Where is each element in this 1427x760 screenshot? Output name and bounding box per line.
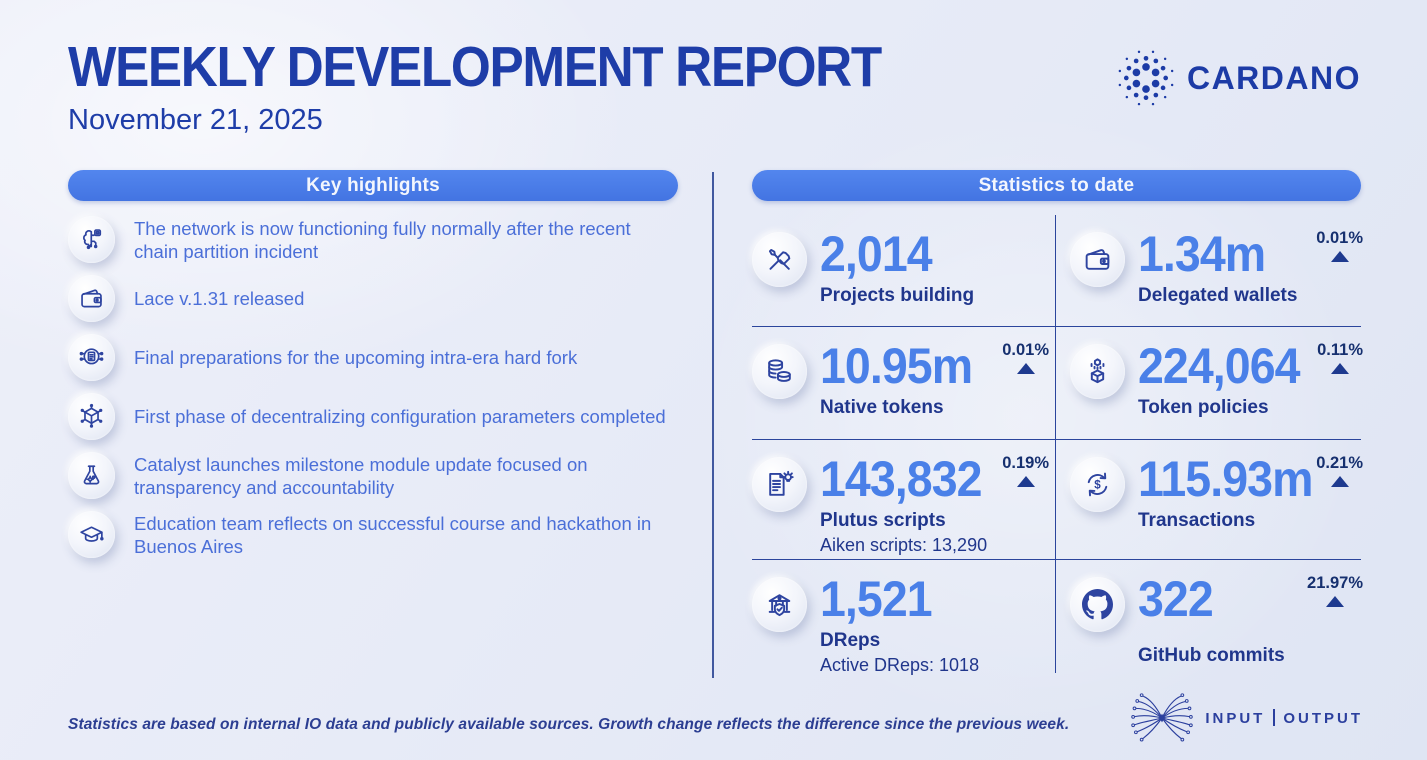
- stat-value: 143,832: [820, 451, 983, 507]
- token-box-icon: [1070, 344, 1125, 399]
- brain-chip-icon: [68, 216, 115, 263]
- stat-label: GitHub commits: [1138, 645, 1285, 666]
- stat-native-tokens: 10.95m Native tokens 0.01%: [752, 327, 1055, 440]
- list-item: First phase of decentralizing configurat…: [68, 387, 678, 446]
- key-highlights-heading: Key highlights: [68, 170, 678, 201]
- wallet-icon: [68, 275, 115, 322]
- statistics-heading: Statistics to date: [752, 170, 1361, 201]
- highlight-text: Education team reflects on successful co…: [134, 512, 652, 557]
- list-item: Final preparations for the upcoming intr…: [68, 328, 678, 387]
- cube-icon: [68, 393, 115, 440]
- stat-change: 0.19%: [1002, 454, 1049, 487]
- stat-change: 0.01%: [1316, 229, 1363, 262]
- highlights-list: The network is now functioning fully nor…: [68, 210, 678, 564]
- list-item: Lace v.1.31 released: [68, 269, 678, 328]
- stat-change: 0.21%: [1316, 454, 1363, 487]
- cardano-logo-icon: [1118, 50, 1174, 106]
- change-percent: 0.11%: [1317, 341, 1363, 359]
- up-arrow-icon: [1331, 363, 1350, 374]
- report-date: November 21, 2025: [68, 103, 323, 136]
- statistics-section: Statistics to date 2,014 Projects buildi…: [752, 170, 1363, 675]
- stat-label: Projects building: [820, 285, 975, 306]
- dollar-cycle-icon: $: [1070, 457, 1125, 512]
- header: WEEKLY DEVELOPMENT REPORT November 21, 2…: [68, 35, 971, 137]
- stat-value: 2,014: [820, 226, 933, 282]
- stat-value: 115.93m: [1138, 451, 1313, 507]
- stat-github-commits: 322 GitHub commits 21.97%: [1055, 560, 1363, 673]
- script-bulb-icon: [752, 457, 807, 512]
- stat-value: 224,064: [1138, 338, 1301, 394]
- stat-token-policies: 224,064 Token policies 0.11%: [1055, 327, 1363, 440]
- cardano-brand: CARDANO: [1114, 46, 1361, 110]
- stat-value: 1,521: [820, 571, 933, 627]
- tools-icon: [752, 232, 807, 287]
- change-percent: 0.19%: [1002, 454, 1049, 472]
- svg-text:$: $: [1094, 479, 1101, 492]
- statistics-grid: 2,014 Projects building: [752, 215, 1363, 675]
- stat-sublabel: Active DReps: 1018: [820, 655, 980, 675]
- stat-label: Native tokens: [820, 397, 944, 418]
- stat-transactions: $ 115.93m Transactions 0.21%: [1055, 440, 1363, 560]
- page-title: WEEKLY DEVELOPMENT REPORT: [68, 35, 882, 99]
- stat-sublabel: Aiken scripts: 13,290: [820, 535, 988, 555]
- stat-plutus-scripts: 143,832 Plutus scripts Aiken scripts: 13…: [752, 440, 1055, 560]
- change-percent: 0.01%: [1002, 341, 1049, 359]
- stat-value: 1.34m: [1138, 226, 1266, 282]
- stat-projects-building: 2,014 Projects building: [752, 215, 1055, 327]
- stat-change: 0.01%: [1002, 341, 1049, 374]
- governance-shield-icon: [752, 577, 807, 632]
- section-divider: [712, 172, 714, 678]
- stat-value: 10.95m: [820, 338, 973, 394]
- input-output-logo-icon: [1131, 693, 1194, 742]
- flask-icon: [68, 452, 115, 499]
- stat-value: 322: [1138, 571, 1214, 627]
- change-percent: 0.01%: [1316, 229, 1363, 247]
- highlight-text: The network is now functioning fully nor…: [134, 217, 631, 262]
- stat-label: DReps: [820, 630, 881, 651]
- list-item: The network is now functioning fully nor…: [68, 210, 678, 269]
- stat-change: 21.97%: [1307, 574, 1363, 607]
- stat-change: 0.11%: [1317, 341, 1363, 374]
- cardano-wordmark: CARDANO: [1186, 59, 1361, 96]
- up-arrow-icon: [1016, 363, 1035, 374]
- key-highlights-section: Key highlights The network is now functi…: [68, 170, 678, 564]
- highlight-text: First phase of decentralizing configurat…: [134, 406, 666, 427]
- stat-label: Transactions: [1138, 510, 1256, 531]
- highlight-text: Catalyst launches milestone module updat…: [134, 453, 588, 498]
- stat-label: Delegated wallets: [1138, 285, 1298, 306]
- stat-delegated-wallets: 1.34m Delegated wallets 0.01%: [1055, 215, 1363, 327]
- github-icon: [1070, 577, 1125, 632]
- highlight-text: Final preparations for the upcoming intr…: [134, 347, 578, 368]
- stat-dreps: 1,521 DReps Active DReps: 1018: [752, 560, 1055, 675]
- graduation-cap-icon: [68, 511, 115, 558]
- wallet-icon: [1070, 232, 1125, 287]
- document-network-icon: [68, 334, 115, 381]
- input-output-brand: INPUT OUTPUT: [1129, 690, 1363, 746]
- io-wordmark: INPUT OUTPUT: [1205, 709, 1363, 727]
- up-arrow-icon: [1016, 476, 1035, 487]
- list-item: Education team reflects on successful co…: [68, 505, 678, 564]
- list-item: Catalyst launches milestone module updat…: [68, 446, 678, 505]
- stat-label: Plutus scripts: [820, 510, 946, 531]
- up-arrow-icon: [1330, 251, 1349, 262]
- highlight-text: Lace v.1.31 released: [134, 288, 305, 309]
- change-percent: 21.97%: [1307, 574, 1363, 592]
- io-separator: [1273, 709, 1276, 726]
- change-percent: 0.21%: [1316, 454, 1363, 472]
- coins-icon: [752, 344, 807, 399]
- up-arrow-icon: [1326, 596, 1345, 607]
- stat-label: Token policies: [1138, 397, 1269, 418]
- up-arrow-icon: [1330, 476, 1349, 487]
- footnote: Statistics are based on internal IO data…: [68, 716, 1070, 733]
